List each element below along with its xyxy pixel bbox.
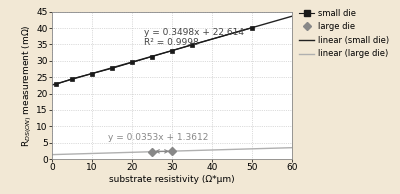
Text: y = 0.0353x + 1.3612: y = 0.0353x + 1.3612 xyxy=(108,133,208,142)
Text: R² = 0.9998: R² = 0.9998 xyxy=(144,38,199,47)
Legend: small die, large die, linear (small die), linear (large die): small die, large die, linear (small die)… xyxy=(299,9,389,58)
X-axis label: substrate resistivity (Ω*μm): substrate resistivity (Ω*μm) xyxy=(109,175,235,184)
Y-axis label: R$_{DS(ON)}$ measurement (mΩ): R$_{DS(ON)}$ measurement (mΩ) xyxy=(20,24,34,147)
Text: y = 0.3498x + 22.614: y = 0.3498x + 22.614 xyxy=(144,29,244,37)
